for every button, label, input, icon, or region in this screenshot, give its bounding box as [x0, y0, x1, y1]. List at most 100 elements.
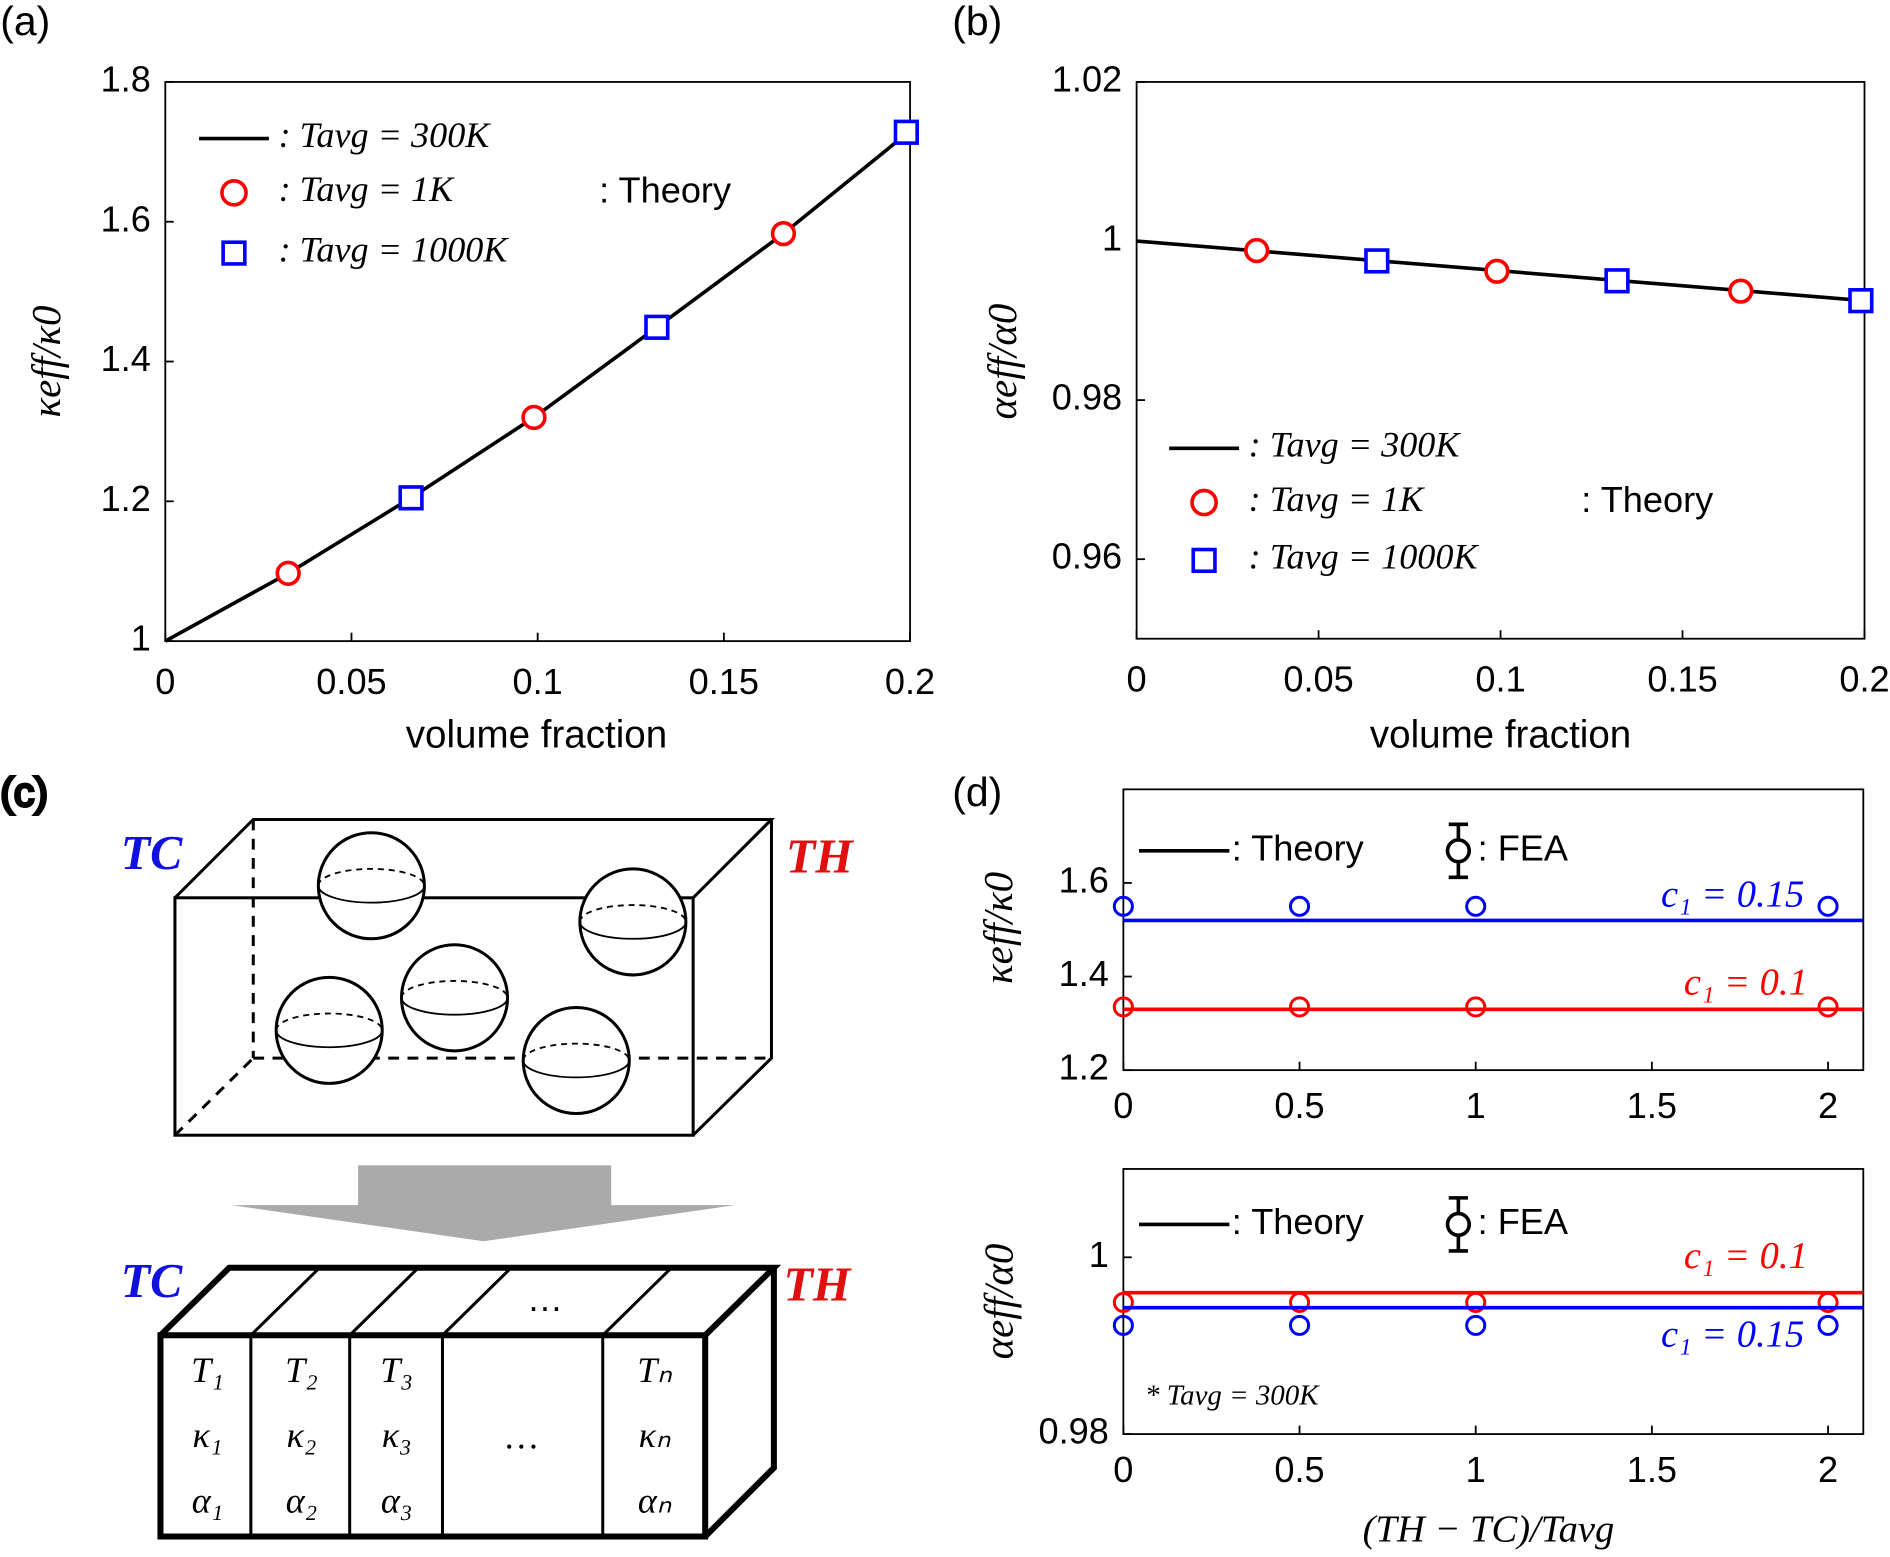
series-label: c₁ = 0.15	[1661, 874, 1804, 916]
layer-top	[158, 1264, 782, 1338]
legend-label: : Tavg = 1000K	[279, 229, 510, 269]
x-tick-label: 1.5	[1627, 1449, 1677, 1490]
y-tick-label: 1.2	[1059, 1047, 1109, 1088]
arrow	[231, 1165, 736, 1242]
sphere	[521, 1005, 631, 1116]
fea-point	[1817, 1314, 1839, 1336]
sphere	[399, 943, 510, 1053]
y-tick-label: 1	[1102, 218, 1122, 259]
cell-label: κₙ	[639, 1415, 671, 1455]
cell-label: κ₂	[287, 1415, 317, 1455]
fea-point	[1112, 1314, 1134, 1336]
x-tick-label: 0.05	[1283, 659, 1353, 700]
sphere-equator	[275, 1030, 384, 1049]
fea-point	[1288, 1291, 1311, 1313]
fea-point	[1817, 1291, 1839, 1313]
divider	[249, 1266, 321, 1337]
cell-label: α₁	[192, 1480, 224, 1520]
cell-label: αₙ	[638, 1480, 672, 1520]
legend-label: : FEA	[1478, 1201, 1569, 1242]
cell-label: α₃	[381, 1480, 413, 1520]
x-tick-label: 1.5	[1627, 1085, 1677, 1126]
marker	[1604, 268, 1630, 294]
cell-label: κ₁	[193, 1415, 223, 1455]
panel-label: (d)	[952, 769, 1002, 815]
y-axis-label: αeff/α0	[979, 304, 1025, 420]
cell-label: α₂	[286, 1480, 318, 1520]
y-axis-label: κeff/κ0	[975, 872, 1021, 984]
x-tick-label: 0	[1113, 1085, 1133, 1126]
layer-dividers	[249, 1266, 673, 1537]
legend-label: : Tavg = 1000K	[1249, 537, 1480, 577]
sphere-equator	[317, 885, 426, 904]
y-tick-label: 1.6	[101, 198, 151, 239]
y-tick-label: 1	[131, 618, 151, 659]
plot-frame	[1122, 788, 1865, 1072]
series-label: c₁ = 0.15	[1661, 1314, 1804, 1356]
x-axis-label: (TH − TC)/Tavg	[1363, 1509, 1615, 1551]
x-tick-label: 0.1	[1475, 659, 1525, 700]
sphere-equator	[400, 997, 509, 1016]
layer-side	[703, 1267, 777, 1539]
divider	[441, 1266, 513, 1337]
fea-point	[1465, 1314, 1487, 1336]
cell-label: T₂	[285, 1350, 318, 1390]
note: * Tavg = 300K	[1145, 1380, 1320, 1412]
fea-point	[1465, 1291, 1487, 1313]
plot-frame	[1135, 81, 1866, 640]
y-tick-label: 1.6	[1059, 859, 1109, 900]
x-tick-label: 0.2	[1839, 659, 1889, 700]
legend-marker	[221, 240, 247, 266]
x-tick-label: 1	[1466, 1085, 1486, 1126]
diagram: (c) TC TH TC TH …	[0, 768, 854, 1540]
fea-point	[1465, 895, 1487, 917]
y-tick-label: 1.2	[101, 478, 151, 519]
legend-note: : Theory	[599, 169, 731, 210]
spheres	[274, 831, 688, 1116]
box-side	[692, 819, 773, 1137]
marker	[1484, 258, 1510, 284]
y-tick-label: 0.98	[1052, 377, 1122, 418]
legend-note: : Theory	[1581, 479, 1713, 520]
marker	[1728, 278, 1754, 304]
x-tick-label: 0	[155, 661, 175, 702]
legend-label: : FEA	[1478, 827, 1569, 868]
marker	[521, 404, 547, 431]
panel-label: (c)	[0, 769, 48, 815]
marker	[1364, 248, 1390, 274]
sphere	[578, 867, 688, 977]
fea-point	[1112, 895, 1134, 917]
legend-marker	[1445, 838, 1472, 864]
ellipsis: …	[527, 1278, 563, 1319]
series-label: c₁ = 0.1	[1684, 962, 1808, 1004]
sphere-equator	[275, 1012, 384, 1031]
x-tick-label: 0.05	[316, 661, 386, 702]
fea-point	[1112, 996, 1134, 1018]
x-tick-label: 0.1	[513, 661, 563, 702]
divider	[348, 1266, 420, 1337]
x-tick-label: 0	[1127, 659, 1147, 700]
fea-point	[1288, 895, 1311, 917]
x-tick-label: 0.15	[1647, 659, 1717, 700]
hidden-edge	[173, 1057, 255, 1137]
fea-point	[1288, 996, 1311, 1018]
hot-label: TH	[784, 1259, 852, 1312]
hot-label: TH	[786, 831, 854, 884]
sphere	[316, 831, 426, 941]
fea-point	[1817, 895, 1839, 917]
marker	[770, 220, 797, 247]
legend-label: : Theory	[1232, 827, 1364, 868]
y-tick-label: 0.96	[1052, 536, 1122, 577]
x-tick-label: 0.15	[689, 661, 759, 702]
panel-label: (b)	[952, 0, 1002, 44]
cell-label: κ₃	[382, 1415, 412, 1455]
divider	[601, 1266, 673, 1337]
y-tick-label: 1.02	[1052, 58, 1122, 99]
series-label: c₁ = 0.1	[1684, 1235, 1808, 1277]
marker	[1848, 288, 1874, 314]
y-axis-label: αeff/α0	[975, 1244, 1021, 1360]
marker	[893, 119, 919, 145]
fea-point	[1112, 1291, 1134, 1313]
sphere-equator	[400, 980, 509, 998]
